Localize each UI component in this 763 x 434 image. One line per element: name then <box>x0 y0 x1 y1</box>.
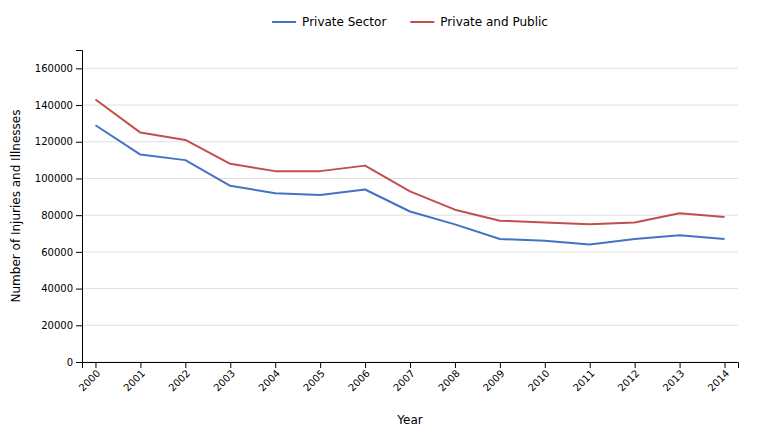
tick-mark <box>410 362 411 368</box>
grid-line <box>82 68 738 69</box>
tick-label: 2006 <box>346 368 372 394</box>
tick-label: 100000 <box>35 173 73 184</box>
tick-mark <box>76 252 82 253</box>
tick-mark <box>680 362 681 368</box>
tick-mark <box>230 362 231 368</box>
tick: 2005 <box>301 362 327 393</box>
tick: 2011 <box>571 362 597 393</box>
tick-label: 2003 <box>211 368 237 394</box>
y-axis-title: Number of Injuries and Illnesses <box>9 110 23 303</box>
tick-label: 60000 <box>41 247 73 258</box>
grid-line <box>82 141 738 142</box>
tick-mark <box>76 142 82 143</box>
grid-line <box>82 178 738 179</box>
tick-mark <box>76 289 82 290</box>
tick-label: 2007 <box>391 368 417 394</box>
tick-label: 2001 <box>121 368 147 394</box>
grid-line <box>82 105 738 106</box>
tick-mark <box>275 362 276 368</box>
y-axis: 0 20000 40000 60000 80000 100000 120000 140000 1… <box>35 51 83 368</box>
tick: 160000 <box>35 63 82 74</box>
tick-label: 140000 <box>35 100 73 111</box>
tick-label: 2013 <box>661 368 687 394</box>
tick: 140000 <box>35 100 82 111</box>
legend-item: Private and Public <box>410 15 548 29</box>
tick-label: 160000 <box>35 63 73 74</box>
tick: 2007 <box>391 362 417 393</box>
grid-line <box>82 288 738 289</box>
chart: 2000 2001 2002 2003 2004 2005 2006 2007 2008 2009… <box>0 0 763 434</box>
legend-item: Private Sector <box>272 15 386 29</box>
tick-label: 0 <box>67 357 73 368</box>
lines <box>95 100 724 245</box>
legend: Private Sector Private and Public <box>272 15 548 29</box>
tick-label: 120000 <box>35 136 73 147</box>
axis-line <box>76 51 83 363</box>
tick-mark <box>76 325 82 326</box>
tick-label: 2012 <box>616 368 642 394</box>
series-line <box>95 100 724 225</box>
tick: 2013 <box>661 362 687 393</box>
tick-mark <box>545 362 546 368</box>
tick: 0 <box>67 357 82 368</box>
grid-line <box>82 325 738 326</box>
tick-label: 2005 <box>301 368 327 394</box>
axis-line <box>83 363 739 369</box>
tick-mark <box>590 362 591 368</box>
tick-label: 2009 <box>481 368 507 394</box>
tick-label: 80000 <box>41 210 73 221</box>
tick: 2010 <box>526 362 552 393</box>
tick: 2004 <box>256 362 282 393</box>
tick-mark <box>76 68 82 69</box>
tick-mark <box>635 362 636 368</box>
tick-label: 2000 <box>77 368 103 394</box>
tick: 2008 <box>436 362 462 393</box>
legend-swatch <box>272 21 296 23</box>
tick: 120000 <box>35 136 82 147</box>
tick: 2002 <box>166 362 192 393</box>
tick-label: 2004 <box>256 368 282 394</box>
tick-mark <box>76 362 82 363</box>
tick-mark <box>725 362 726 368</box>
grid <box>82 68 738 362</box>
x-axis-title: Year <box>396 413 422 427</box>
legend-swatch <box>410 21 434 23</box>
tick: 2000 <box>77 362 103 393</box>
tick-label: 2011 <box>571 368 597 394</box>
tick: 2001 <box>121 362 147 393</box>
tick-mark <box>76 215 82 216</box>
tick: 40000 <box>41 283 82 294</box>
tick-mark <box>320 362 321 368</box>
grid-line <box>82 215 738 216</box>
tick: 2014 <box>706 362 732 393</box>
tick: 2003 <box>211 362 237 393</box>
tick-label: 2008 <box>436 368 462 394</box>
tick-mark <box>95 362 96 368</box>
tick: 2012 <box>616 362 642 393</box>
tick-label: 2002 <box>166 368 192 394</box>
plot: 2000 2001 2002 2003 2004 2005 2006 2007 2008 2009… <box>35 51 739 394</box>
tick-mark <box>185 362 186 368</box>
tick: 60000 <box>41 247 82 258</box>
tick-label: 40000 <box>41 283 73 294</box>
tick-mark <box>76 178 82 179</box>
legend-label: Private Sector <box>302 15 386 29</box>
tick-label: 2014 <box>706 368 732 394</box>
grid-line <box>82 251 738 252</box>
tick: 100000 <box>35 173 82 184</box>
x-axis: 2000 2001 2002 2003 2004 2005 2006 2007 2008 2009… <box>77 362 739 393</box>
tick-mark <box>365 362 366 368</box>
tick-label: 2010 <box>526 368 552 394</box>
background <box>0 0 763 434</box>
legend-label: Private and Public <box>440 15 548 29</box>
tick-mark <box>76 105 82 106</box>
tick: 2006 <box>346 362 372 393</box>
tick-mark <box>455 362 456 368</box>
tick-mark <box>140 362 141 368</box>
tick: 2009 <box>481 362 507 393</box>
tick: 80000 <box>41 210 82 221</box>
tick: 20000 <box>41 320 82 331</box>
tick-label: 20000 <box>41 320 73 331</box>
tick-mark <box>500 362 501 368</box>
